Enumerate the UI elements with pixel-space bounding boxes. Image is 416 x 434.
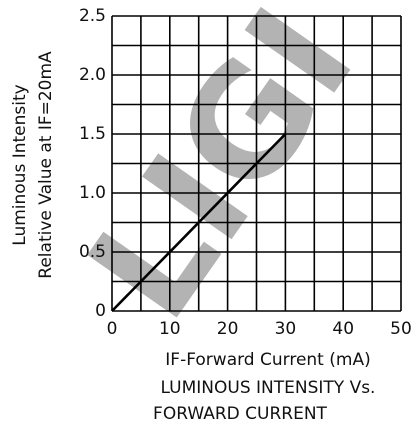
x-tick-label: 20 (217, 319, 239, 339)
watermark: LIGI (56, 0, 388, 349)
y-tick-label: 1.5 (79, 124, 106, 144)
x-tick-label: 30 (275, 319, 297, 339)
y-tick-label: 0.5 (79, 242, 106, 262)
y-axis-label: Luminous Intensity (10, 84, 30, 245)
y-tick-label: 0 (95, 301, 106, 321)
y-axis-label: Relative Value at IF=20mA (36, 51, 56, 279)
data-line (111, 133, 287, 312)
x-tick-label: 10 (159, 319, 181, 339)
y-tick-label: 2.0 (79, 65, 106, 85)
y-tick-label: 2.5 (79, 6, 106, 26)
chart-title: FORWARD CURRENT (153, 404, 327, 424)
x-tick-label: 0 (107, 319, 118, 339)
x-tick-label: 50 (390, 319, 412, 339)
x-axis-label: IF-Forward Current (mA) (165, 350, 370, 370)
chart-title: LUMINOUS INTENSITY Vs. (161, 378, 376, 398)
x-tick-label: 40 (332, 319, 354, 339)
y-tick-label: 1.0 (79, 183, 106, 203)
